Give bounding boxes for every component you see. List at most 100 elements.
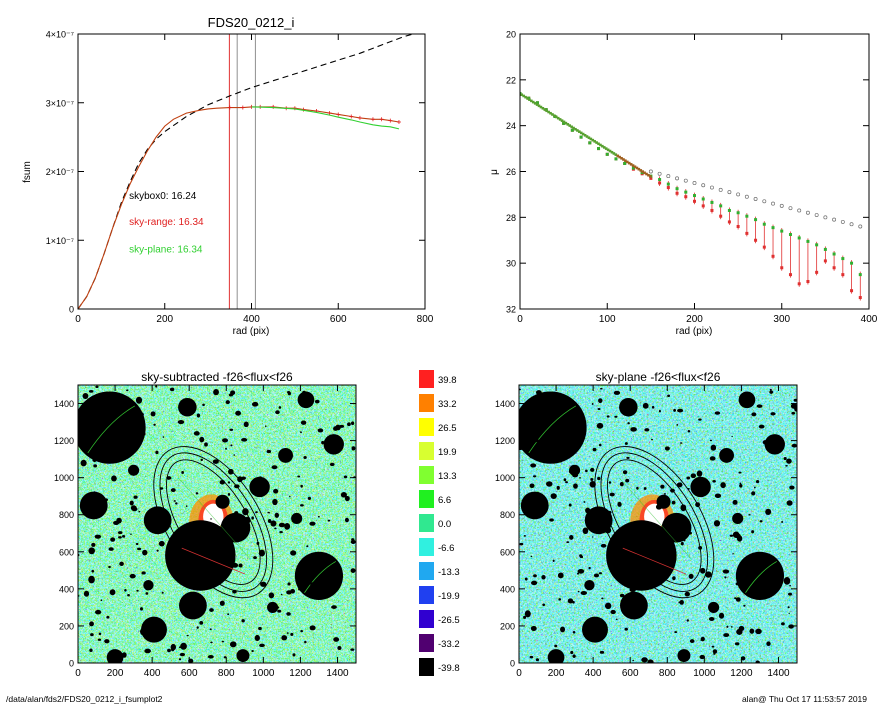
mu-red-point bbox=[788, 273, 792, 277]
mask-dot bbox=[686, 619, 689, 622]
mask-dot bbox=[643, 487, 647, 490]
mask-dot bbox=[116, 517, 122, 524]
mask-dot bbox=[273, 488, 279, 494]
mu-profile-point bbox=[601, 144, 604, 148]
mu-red-point bbox=[780, 266, 784, 270]
mask-dot bbox=[783, 456, 787, 461]
mu-green-point bbox=[754, 218, 758, 222]
mask-dot bbox=[783, 576, 791, 585]
mask-dot bbox=[604, 602, 612, 610]
mask-dot bbox=[591, 536, 594, 538]
p1-ytick-label: 32 bbox=[506, 305, 516, 315]
mask-dot bbox=[531, 580, 538, 586]
sky-subtracted-image: sky-subtracted -f26<flux<f26 0 200 400 600 8… bbox=[54, 370, 357, 679]
p2-xtick-label: 1400 bbox=[326, 668, 349, 679]
p0-ytick-label: 4×10⁻⁷ bbox=[46, 30, 74, 40]
mu-gray-point bbox=[814, 213, 819, 217]
mask-dot bbox=[103, 498, 109, 502]
mask-dot bbox=[712, 649, 718, 654]
mask-dot bbox=[177, 420, 185, 425]
mu-profile-point bbox=[545, 109, 548, 113]
p1-ytick-label: 28 bbox=[506, 213, 516, 223]
mu-profile-point bbox=[528, 98, 531, 101]
mask-dot bbox=[271, 465, 278, 470]
mu-profile-point bbox=[568, 124, 572, 127]
minor-axis-line bbox=[618, 477, 692, 560]
mu-profile-point bbox=[526, 97, 529, 100]
mask-dot bbox=[591, 403, 594, 405]
mask-dot bbox=[98, 632, 102, 636]
mask-dot bbox=[310, 590, 316, 596]
mask-dot bbox=[705, 571, 712, 578]
mask-dot bbox=[88, 390, 94, 393]
mask-dot bbox=[617, 501, 622, 507]
p2-ytick-label: 1400 bbox=[54, 399, 74, 409]
mask-dot bbox=[133, 495, 138, 499]
mask-dot bbox=[753, 486, 756, 489]
mask-blob-arc bbox=[745, 561, 777, 593]
mask-dot bbox=[251, 649, 254, 653]
mask-dot bbox=[350, 648, 355, 651]
mu-profile-point bbox=[639, 169, 643, 172]
mask-dot bbox=[93, 491, 96, 494]
mask-dot bbox=[679, 442, 683, 444]
mask-dot bbox=[680, 504, 687, 512]
mask-dot bbox=[240, 478, 244, 481]
mask-dot bbox=[687, 430, 691, 433]
mu-gray-point bbox=[648, 169, 653, 174]
mask-dot bbox=[651, 438, 653, 441]
mu-profile-point bbox=[614, 153, 618, 156]
mask-dot bbox=[204, 442, 208, 447]
mask-blob bbox=[220, 512, 251, 543]
mask-dot bbox=[788, 624, 794, 629]
mask-blob bbox=[619, 397, 638, 417]
mask-dot bbox=[136, 589, 139, 592]
mask-dot bbox=[237, 518, 240, 522]
mask-dot bbox=[175, 502, 178, 505]
mask-dot bbox=[672, 576, 676, 581]
mask-dot bbox=[523, 615, 527, 619]
mask-dot bbox=[550, 493, 557, 499]
mu-red-point bbox=[815, 270, 819, 274]
mask-dot bbox=[598, 398, 603, 404]
mask-blob bbox=[719, 448, 734, 463]
colorbar-swatch bbox=[419, 538, 434, 556]
mu-profile-point bbox=[606, 148, 610, 152]
mask-dot bbox=[137, 547, 142, 551]
mask-dot bbox=[229, 428, 234, 431]
mask-dot bbox=[532, 438, 539, 443]
mu-green-point bbox=[701, 197, 705, 201]
colorbar-swatch bbox=[419, 394, 434, 412]
mask-dot bbox=[280, 593, 283, 596]
mu-green-point bbox=[579, 135, 583, 139]
mask-dot bbox=[710, 444, 717, 451]
mask-dot bbox=[758, 424, 765, 429]
mu-green-point bbox=[736, 211, 740, 215]
mask-dot bbox=[219, 600, 225, 606]
p0-xtick-label: 400 bbox=[243, 314, 260, 325]
mask-dot bbox=[674, 631, 678, 634]
mu-red-point bbox=[693, 199, 696, 203]
mask-dot bbox=[554, 644, 558, 648]
mask-blob bbox=[79, 491, 108, 520]
mask-dot bbox=[749, 628, 755, 634]
mu-profile-point bbox=[604, 147, 608, 150]
mask-dot bbox=[267, 519, 272, 523]
mask-dot bbox=[667, 394, 671, 397]
mu-profile-point bbox=[616, 154, 620, 158]
mask-dot bbox=[259, 643, 265, 648]
mask-blob bbox=[267, 601, 279, 613]
mask-dot bbox=[202, 403, 205, 407]
mu-gray-point bbox=[753, 197, 758, 201]
mask-dot bbox=[635, 536, 641, 541]
mask-dot bbox=[700, 636, 705, 642]
mask-dot bbox=[570, 650, 574, 655]
mask-dot bbox=[137, 411, 144, 418]
mask-dot bbox=[572, 654, 576, 658]
mu-green-point bbox=[771, 226, 775, 230]
mask-dot bbox=[188, 405, 191, 408]
mu-profile-point bbox=[549, 111, 552, 115]
mask-dot bbox=[108, 547, 114, 551]
mu-profile-plot: rad (pix) μ 0 100 200 300 400 20 22 24 26 28 30 32 bbox=[489, 30, 878, 338]
mask-dot bbox=[535, 390, 542, 395]
